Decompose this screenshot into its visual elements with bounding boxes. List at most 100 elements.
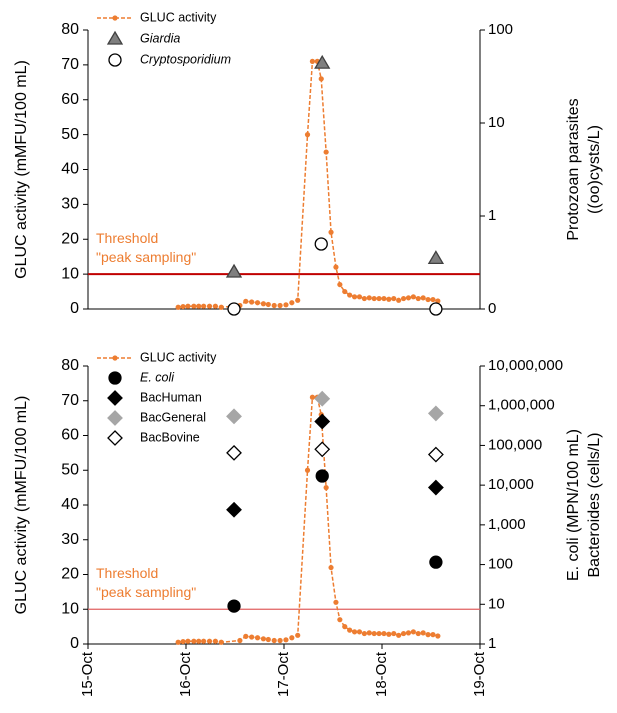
legend-label: BacGeneral [140,410,206,424]
gluc-point [304,467,311,473]
legend-swatch [107,430,123,446]
marker [315,469,329,483]
y2-tick-label: 1 [488,635,496,652]
gluc-point [361,630,367,637]
gluc-point [356,294,363,300]
marker [429,302,443,316]
gluc-point [180,303,186,310]
legend-label: E. coli [140,370,175,384]
y2-tick-label: 10,000,000 [488,357,563,374]
gluc-point [175,304,181,310]
gluc-point [328,229,334,235]
gluc-point [371,295,377,302]
marker [314,237,328,251]
gluc-point [337,281,343,288]
y-axis-title: GLUC activity (mMFU/100 mL) [13,60,30,279]
y-tick-label: 30 [61,196,79,213]
gluc-point [265,301,271,308]
gluc-point [180,638,186,645]
y-tick-label: 50 [61,461,79,478]
gluc-point [289,635,295,641]
gluc-point [410,629,416,635]
gluc-point [254,635,261,641]
marker [427,479,444,496]
legend-swatch [107,410,123,426]
gluc-point [420,630,426,636]
y-tick-label: 20 [61,230,79,247]
gluc-point [396,632,402,638]
threshold-label: Threshold [96,565,158,581]
gluc-point [376,295,382,302]
gluc-point [201,638,207,644]
y-tick-label: 80 [61,21,79,38]
y2-tick-label: 1,000 [488,516,526,533]
x-tick-label: 18-Oct [373,651,390,697]
marker [314,413,331,430]
marker [429,555,443,569]
gluc-point [196,303,202,309]
y-tick-label: 40 [61,161,79,178]
marker [427,250,445,265]
threshold-label: "peak sampling" [96,584,196,600]
gluc-point [283,302,289,308]
legend-label: BacBovine [140,430,200,444]
gluc-point [435,633,441,639]
legend-swatch [112,15,118,21]
y2-tick-label: 1,000,000 [488,397,555,414]
gluc-point [366,630,372,636]
gluc-point [277,302,283,309]
gluc-point [260,301,267,307]
gluc-point [425,632,431,638]
gluc-point [271,637,277,644]
gluc-point [328,564,334,571]
marker [226,408,242,425]
gluc-point [212,303,218,309]
gluc-point [309,394,316,400]
marker [227,599,241,613]
x-tick-label: 17-Oct [275,651,292,697]
gluc-point [249,634,255,640]
gluc-point [400,295,407,302]
gluc-point [191,303,197,309]
y2-axis-title: Protozoan parasites [565,98,582,240]
gluc-point [361,295,367,302]
legend-label: GLUC activity [140,350,217,364]
gluc-point [333,264,339,270]
gluc-point [425,296,431,303]
marker [225,263,243,278]
gluc-point [371,630,377,637]
y-tick-label: 70 [61,56,79,73]
legend-label: Cryptosporidium [140,52,231,66]
gluc-point [295,632,301,638]
gluc-point [430,632,436,638]
gluc-point [271,302,277,309]
x-tick-label: 15-Oct [79,651,96,697]
gluc-point [265,636,271,643]
gluc-point [249,299,255,305]
y-tick-label: 0 [70,635,79,652]
y-tick-label: 40 [61,496,79,513]
gluc-point [243,298,249,304]
marker [427,446,444,463]
legend-label: GLUC activity [140,10,217,24]
y2-tick-label: 100,000 [488,436,542,453]
y2-tick-label: 100 [488,21,513,38]
gluc-point [405,630,412,636]
legend-swatch [106,30,124,45]
gluc-point [342,288,348,295]
gluc-point [218,639,224,645]
gluc-point [206,303,213,309]
x-tick-label: 19-Oct [471,651,488,697]
gluc-point [381,295,387,302]
y2-tick-label: 1 [488,207,496,224]
gluc-point [415,630,421,637]
y-tick-label: 50 [61,126,79,143]
y2-axis-title: E. coli (MPN/100 mL) [565,429,582,581]
y2-tick-label: 10 [488,595,505,612]
gluc-point [333,599,339,605]
legend-swatch [112,355,118,361]
marker [227,302,241,316]
marker [314,54,331,69]
gluc-point [376,630,382,637]
legend-swatch [108,53,122,67]
